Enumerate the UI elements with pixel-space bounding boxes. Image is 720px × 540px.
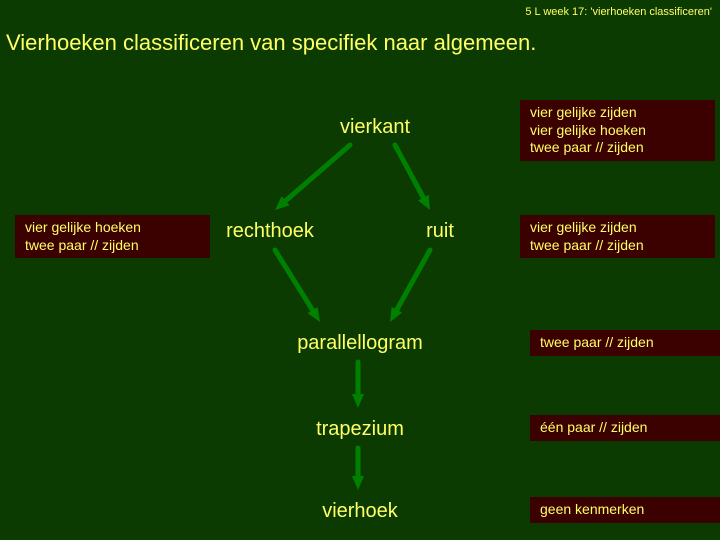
node-ruit: ruit	[400, 220, 480, 243]
slide-title: Vierhoeken classificeren van specifiek n…	[6, 30, 536, 56]
desc-line: geen kenmerken	[540, 501, 710, 519]
slide-canvas: 5 L week 17: 'vierhoeken classificeren' …	[0, 0, 720, 540]
desc-rechthoek: vier gelijke hoekentwee paar // zijden	[15, 215, 210, 258]
node-rechthoek: rechthoek	[210, 220, 330, 243]
desc-line: twee paar // zijden	[530, 237, 705, 255]
desc-line: vier gelijke hoeken	[530, 122, 705, 140]
node-trapezium: trapezium	[295, 418, 425, 441]
desc-line: vier gelijke hoeken	[25, 219, 200, 237]
node-vierhoek: vierhoek	[300, 500, 420, 523]
desc-parallellogram: twee paar // zijden	[530, 330, 720, 356]
desc-vierkant: vier gelijke zijdenvier gelijke hoekentw…	[520, 100, 715, 161]
desc-line: twee paar // zijden	[25, 237, 200, 255]
desc-line: één paar // zijden	[540, 419, 710, 437]
desc-vierhoek: geen kenmerken	[530, 497, 720, 523]
desc-line: vier gelijke zijden	[530, 219, 705, 237]
node-parallellogram: parallellogram	[270, 332, 450, 355]
desc-line: twee paar // zijden	[540, 334, 710, 352]
desc-trapezium: één paar // zijden	[530, 415, 720, 441]
desc-line: twee paar // zijden	[530, 139, 705, 157]
slide-header-small: 5 L week 17: 'vierhoeken classificeren'	[525, 6, 712, 18]
node-vierkant: vierkant	[315, 116, 435, 139]
desc-ruit: vier gelijke zijdentwee paar // zijden	[520, 215, 715, 258]
arrows-layer	[0, 0, 720, 540]
desc-line: vier gelijke zijden	[530, 104, 705, 122]
